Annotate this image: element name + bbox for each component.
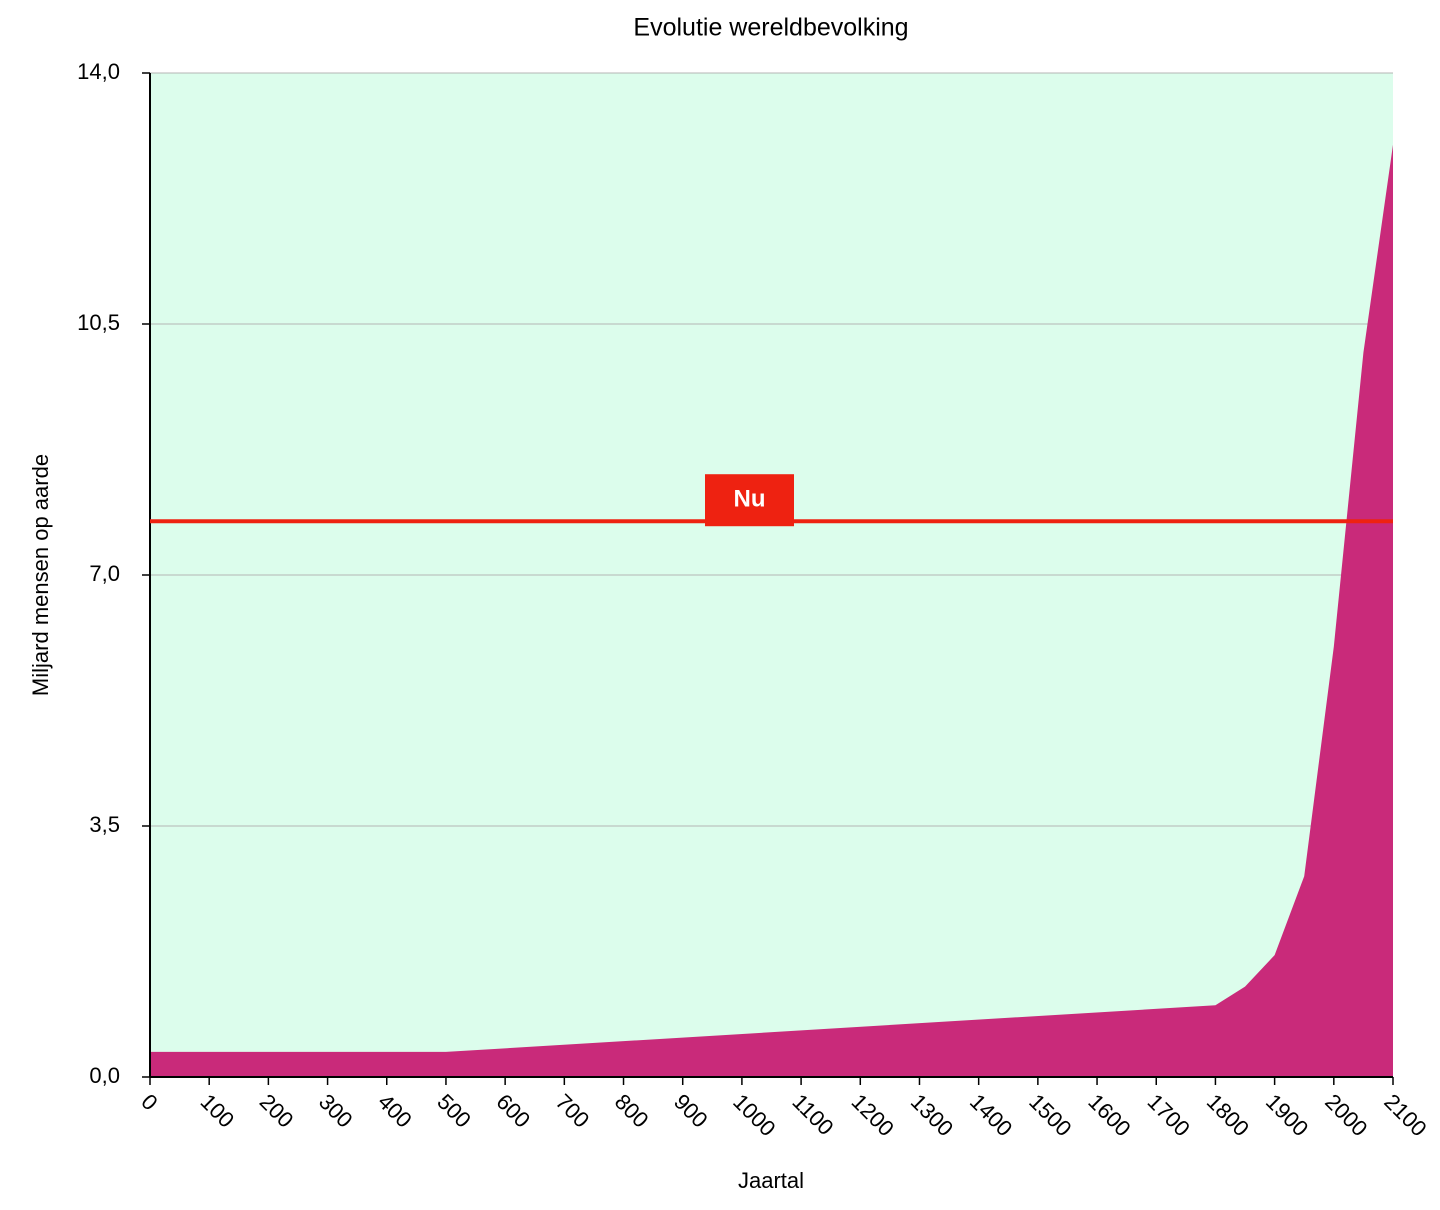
x-tick-label: 1000 [728, 1089, 780, 1141]
x-tick-label: 700 [551, 1089, 595, 1133]
x-axis-label: Jaartal [738, 1168, 804, 1193]
x-tick-label: 2100 [1379, 1089, 1431, 1141]
y-tick-label: 3,5 [89, 812, 120, 837]
y-tick-label: 7,0 [89, 561, 120, 586]
x-tick-label: 1300 [906, 1089, 958, 1141]
area [150, 144, 1393, 1077]
x-tick-label: 800 [610, 1089, 654, 1133]
x-tick-label: 300 [314, 1089, 358, 1133]
x-tick-label: 1700 [1143, 1089, 1195, 1141]
reference-label: Nu [734, 486, 766, 513]
x-tick-label: 1500 [1024, 1089, 1076, 1141]
x-tick-label: 1200 [847, 1089, 899, 1141]
x-tick-label: 1100 [787, 1089, 838, 1140]
x-tick-label: 500 [432, 1089, 476, 1133]
x-tick-label: 2000 [1320, 1089, 1372, 1141]
x-tick-label: 600 [491, 1089, 535, 1133]
x-tick-label: 100 [196, 1089, 240, 1133]
x-tick-label: 1400 [965, 1089, 1017, 1141]
x-tick-label: 200 [255, 1089, 299, 1133]
chart-title: Evolutie wereldbevolking [633, 14, 908, 42]
x-tick-label: 0 [136, 1089, 162, 1115]
x-tick-label: 900 [669, 1089, 713, 1133]
x-tick-label: 1900 [1261, 1089, 1313, 1141]
y-tick-label: 10,5 [77, 310, 120, 335]
y-tick-label: 0,0 [89, 1063, 120, 1088]
y-axis-label: Miljard mensen op aarde [28, 454, 53, 696]
x-tick-label: 400 [373, 1089, 417, 1133]
reference-label-box [705, 474, 794, 527]
y-tick-label: 14,0 [77, 59, 120, 84]
x-tick-label: 1600 [1083, 1089, 1135, 1141]
x-tick-label: 1800 [1202, 1089, 1254, 1141]
